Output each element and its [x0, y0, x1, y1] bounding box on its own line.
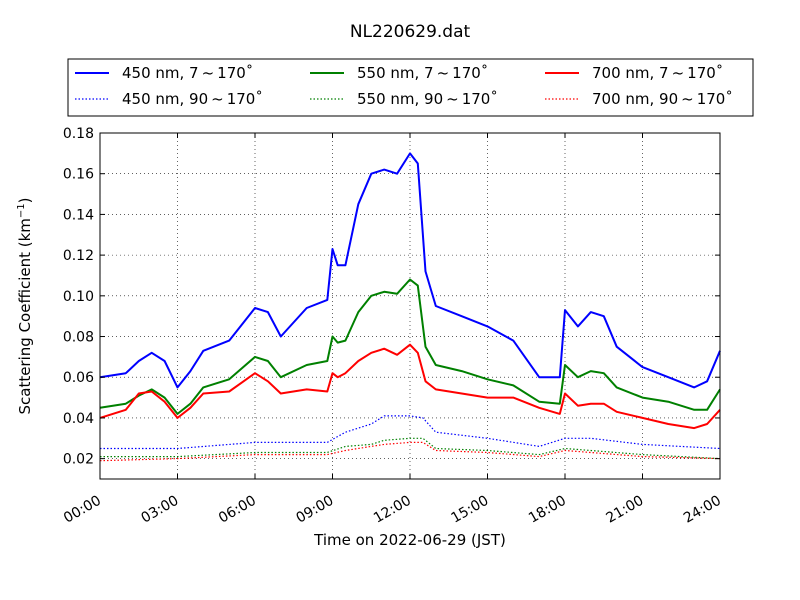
x-axis-label: Time on 2022-06-29 (JST)	[313, 531, 506, 549]
legend-label: 550 nm, 90 ~ 170˚	[357, 90, 498, 108]
y-axis-label: Scattering Coefficient (km−1)	[16, 197, 34, 414]
x-tick-label: 09:00	[294, 493, 337, 527]
y-tick-label: 0.14	[63, 207, 94, 223]
x-tick-label: 00:00	[61, 493, 104, 527]
x-tick-label: 03:00	[139, 493, 182, 527]
y-tick-label: 0.02	[63, 452, 94, 468]
legend-label: 450 nm, 7 ~ 170˚	[122, 64, 253, 82]
x-tick-label: 21:00	[604, 493, 647, 527]
y-axis-label-main: Scattering Coefficient (km	[16, 218, 34, 414]
y-tick-label: 0.18	[63, 126, 94, 142]
legend: 450 nm, 7 ~ 170˚ 550 nm, 7 ~ 170˚ 700 nm, …	[67, 58, 754, 117]
x-tick-label: 06:00	[216, 493, 259, 527]
y-tick-label: 0.10	[63, 289, 94, 305]
y-tick-label: 0.06	[63, 370, 94, 386]
legend-label: 550 nm, 7 ~ 170˚	[357, 64, 488, 82]
y-tick-label: 0.04	[63, 411, 94, 427]
x-tick-label: 24:00	[681, 493, 724, 527]
plot-area: 00:00 03:00 06:00 09:00 12:00 15:00 18:00 21:00…	[61, 126, 724, 527]
x-tick-label: 18:00	[526, 493, 569, 527]
y-tick-label: 0.16	[63, 167, 94, 183]
legend-label: 450 nm, 90 ~ 170˚	[122, 90, 263, 108]
series-line	[99, 343, 721, 430]
series-line	[100, 437, 721, 460]
series-line	[99, 278, 721, 415]
y-axis-label-end: )	[16, 197, 34, 203]
x-tick-label: 12:00	[371, 493, 414, 527]
series-layer	[99, 152, 721, 462]
series-line	[100, 415, 721, 450]
series-line	[99, 152, 721, 389]
x-tick-label: 15:00	[449, 493, 492, 527]
y-tick-label: 0.12	[63, 248, 94, 264]
y-tick-label: 0.08	[63, 330, 94, 346]
legend-label: 700 nm, 90 ~ 170˚	[592, 90, 733, 108]
legend-label: 700 nm, 7 ~ 170˚	[592, 64, 723, 82]
y-axis-label-sup: −1	[16, 203, 27, 218]
chart-title: NL220629.dat	[350, 22, 471, 42]
legend-box	[67, 58, 754, 117]
